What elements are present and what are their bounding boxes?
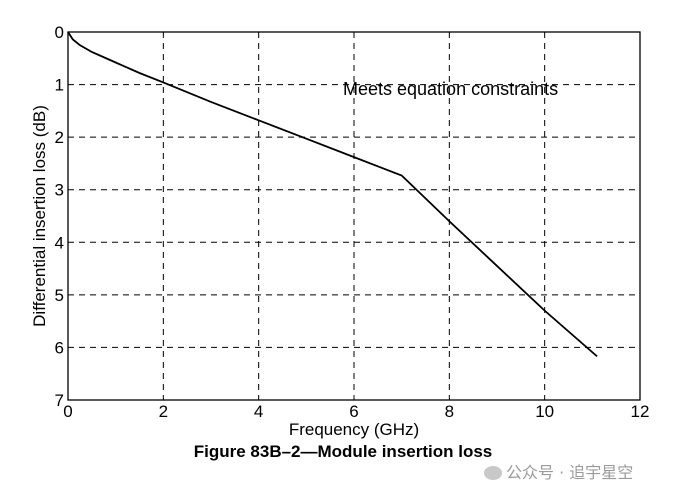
y-tick-label: 0 xyxy=(55,23,64,42)
plot-frame xyxy=(67,31,641,401)
x-axis-label: Frequency (GHz) xyxy=(289,420,419,439)
x-tick-label: 6 xyxy=(349,402,358,421)
x-tick-label: 10 xyxy=(535,402,554,421)
x-tick-label: 8 xyxy=(445,402,454,421)
watermark: 公众号 · 追宇星空 xyxy=(484,459,633,483)
series-line-insertion-loss xyxy=(67,31,598,358)
y-tick-label: 1 xyxy=(55,76,64,95)
grid xyxy=(68,32,640,400)
figure-caption: Figure 83B–2—Module insertion loss xyxy=(193,442,493,461)
y-axis-label: Differential insertion loss (dB) xyxy=(30,105,49,327)
y-tick-label: 7 xyxy=(55,391,64,410)
wechat-icon xyxy=(484,466,502,480)
y-tick-label: 6 xyxy=(55,338,64,357)
watermark-text: 公众号 · 追宇星空 xyxy=(506,463,634,482)
y-tick-label: 3 xyxy=(55,181,64,200)
x-tick-label: 2 xyxy=(159,402,168,421)
x-tick-label: 0 xyxy=(63,402,72,421)
y-tick-label: 4 xyxy=(55,233,64,252)
x-tick-label: 4 xyxy=(254,402,263,421)
annotation-text: Meets equation constraints xyxy=(343,79,558,99)
x-tick-label: 12 xyxy=(631,402,650,421)
y-tick-label: 2 xyxy=(55,128,64,147)
y-tick-label: 5 xyxy=(55,286,64,305)
